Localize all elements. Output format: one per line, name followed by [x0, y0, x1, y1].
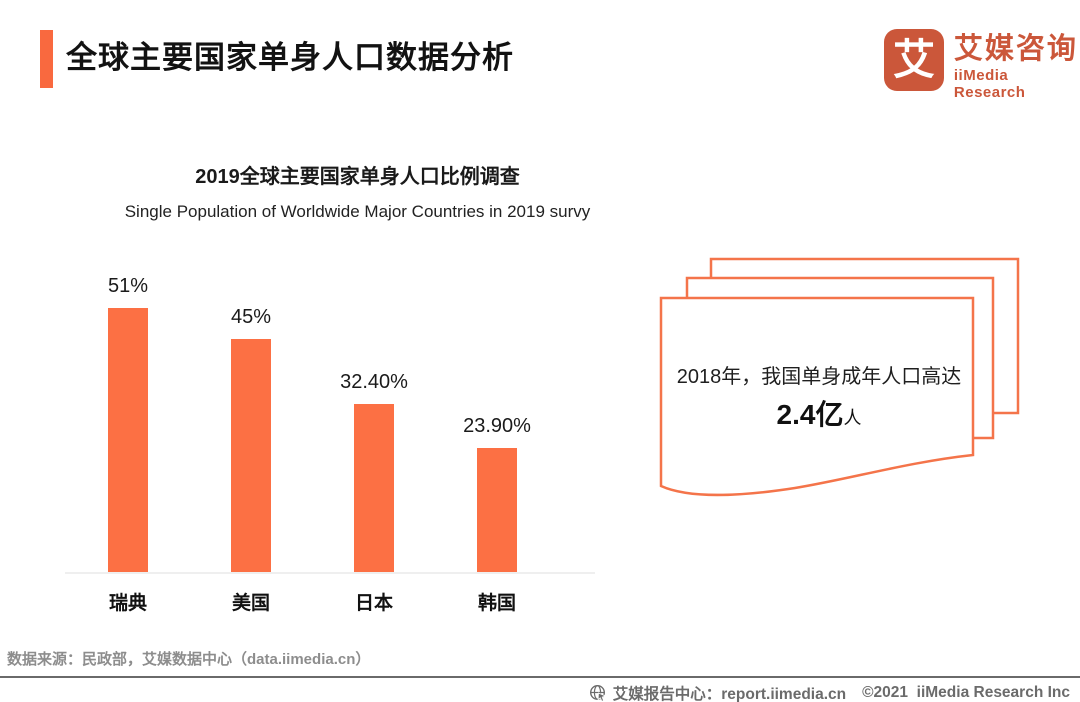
callout-line1: 2018年，我国单身成年人口高达	[676, 366, 962, 388]
stacked-sheets-graphic	[659, 257, 1020, 497]
footer: 艾媒报告中心：report.iimedia.cn ©2021 iiMedia R…	[589, 682, 1070, 702]
bar-value-label: 32.40%	[340, 371, 408, 393]
logo-name-cn: 艾媒咨询	[953, 33, 1078, 65]
callout-card: 2018年，我国单身成年人口高达 2.4亿人	[658, 256, 1030, 506]
data-source-note: 数据来源：民政部，艾媒数据中心（data.iimedia.cn）	[7, 651, 371, 668]
bar-瑞典	[108, 308, 148, 572]
logo-name-en: iiMedia Research	[953, 67, 1026, 102]
bar-value-label: 45%	[230, 306, 272, 328]
page-title: 全球主要国家单身人口数据分析	[66, 40, 514, 75]
bar-美国	[231, 339, 271, 572]
iimedia-logo: 艾 艾媒咨询 iiMedia Research	[884, 29, 1080, 101]
category-label: 美国	[231, 593, 270, 614]
category-label: 日本	[354, 593, 393, 614]
bar-日本	[354, 404, 394, 572]
callout-unit: 人	[843, 408, 862, 428]
category-label: 瑞典	[108, 593, 147, 614]
globe-cursor-icon	[589, 684, 607, 702]
iimedia-logo-icon: 艾	[884, 29, 944, 91]
callout-text: 2018年，我国单身成年人口高达 2.4亿人	[663, 360, 975, 433]
bar-value-label: 23.90%	[463, 415, 531, 437]
iimedia-logo-text: 艾媒咨询 iiMedia Research	[954, 29, 1080, 101]
category-label: 韩国	[477, 593, 516, 614]
footer-divider	[0, 676, 1080, 678]
footer-report-center: 艾媒报告中心：report.iimedia.cn	[612, 686, 847, 702]
title-accent-bar	[40, 30, 53, 88]
chart-header: 2019全球主要国家单身人口比例调查 Single Population of …	[65, 160, 650, 222]
callout-value: 2.4亿	[776, 399, 844, 430]
bar-value-label: 51%	[107, 275, 149, 297]
footer-copyright: ©2021 iiMedia Research Inc	[862, 684, 1070, 701]
bar-plot: 51% 瑞典 45% 美国 32.40% 日本 23.90% 韩国	[65, 270, 595, 614]
sheet-front	[659, 296, 975, 497]
bar-韩国	[477, 448, 517, 572]
callout-line2: 2.4亿人	[663, 393, 975, 433]
chart-title: 2019全球主要国家单身人口比例调查	[195, 166, 520, 188]
chart-subtitle: Single Population of Worldwide Major Cou…	[124, 202, 591, 221]
